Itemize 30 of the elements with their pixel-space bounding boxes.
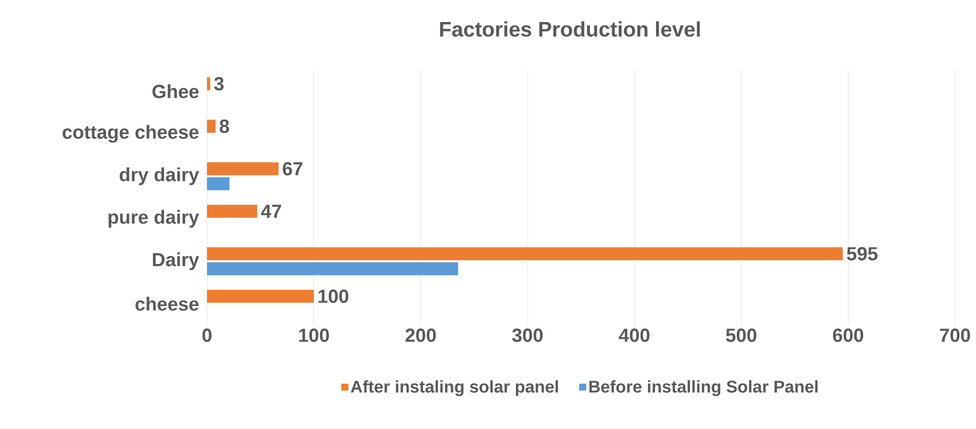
y-tick-label: Ghee bbox=[152, 84, 199, 98]
data-label: 100 bbox=[318, 290, 348, 303]
y-tick-label: Dairy bbox=[152, 252, 200, 270]
data-label: 67 bbox=[282, 162, 302, 176]
chart-title: Factories Production level bbox=[440, 21, 700, 37]
y-tick-label: dry dairy bbox=[120, 167, 200, 186]
bar bbox=[207, 162, 279, 176]
y-tick-label: cheese bbox=[136, 296, 199, 311]
x-tick-label: 0 bbox=[202, 328, 212, 342]
legend-label: After instaling solar panel bbox=[350, 380, 558, 396]
bar bbox=[207, 247, 843, 260]
x-tick-label: 500 bbox=[726, 328, 756, 342]
x-tick-label: 600 bbox=[832, 328, 864, 342]
bar bbox=[207, 177, 230, 190]
x-tick-label: 200 bbox=[406, 328, 436, 342]
data-label: 595 bbox=[846, 247, 878, 260]
y-tick-label: pure dairy bbox=[108, 210, 200, 228]
y-tick-label: cottage cheese bbox=[62, 124, 199, 143]
data-label: 3 bbox=[214, 77, 224, 90]
x-tick-label: 700 bbox=[940, 328, 970, 342]
bar bbox=[207, 290, 314, 303]
bar bbox=[207, 120, 216, 133]
data-label: 8 bbox=[220, 120, 230, 133]
legend-label: Before installing Solar Panel bbox=[589, 380, 818, 396]
x-tick-label: 300 bbox=[512, 328, 543, 342]
data-label: 47 bbox=[261, 204, 282, 218]
bar bbox=[207, 204, 258, 218]
x-tick-label: 400 bbox=[618, 328, 650, 342]
x-tick-label: 100 bbox=[299, 328, 329, 342]
bar bbox=[207, 262, 458, 276]
